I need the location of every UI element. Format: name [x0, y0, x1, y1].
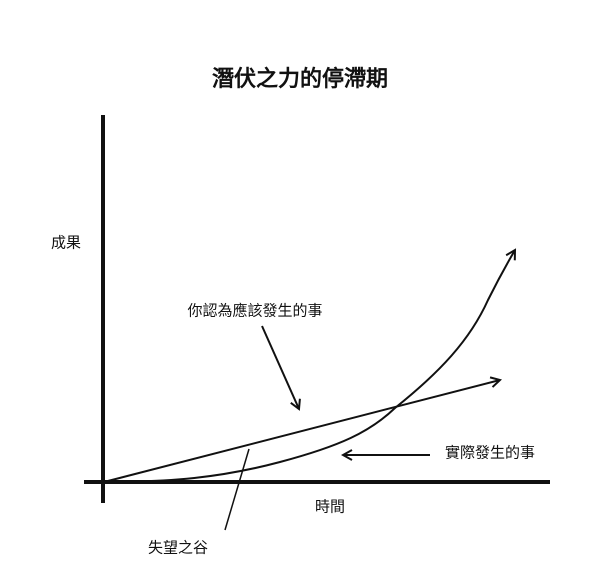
x-axis-label: 時間 — [315, 498, 345, 516]
actual-label: 實際發生的事 — [445, 444, 535, 462]
expected-label: 你認為應該發生的事 — [187, 302, 322, 320]
valley-label: 失望之谷 — [148, 539, 208, 557]
valley-pointer — [224, 448, 250, 531]
actual-curve — [103, 250, 515, 483]
expected-line — [103, 380, 500, 483]
title: 潛伏之力的停滯期 — [212, 66, 388, 92]
y-axis-label: 成果 — [51, 234, 81, 252]
expected-pointer — [261, 325, 299, 409]
